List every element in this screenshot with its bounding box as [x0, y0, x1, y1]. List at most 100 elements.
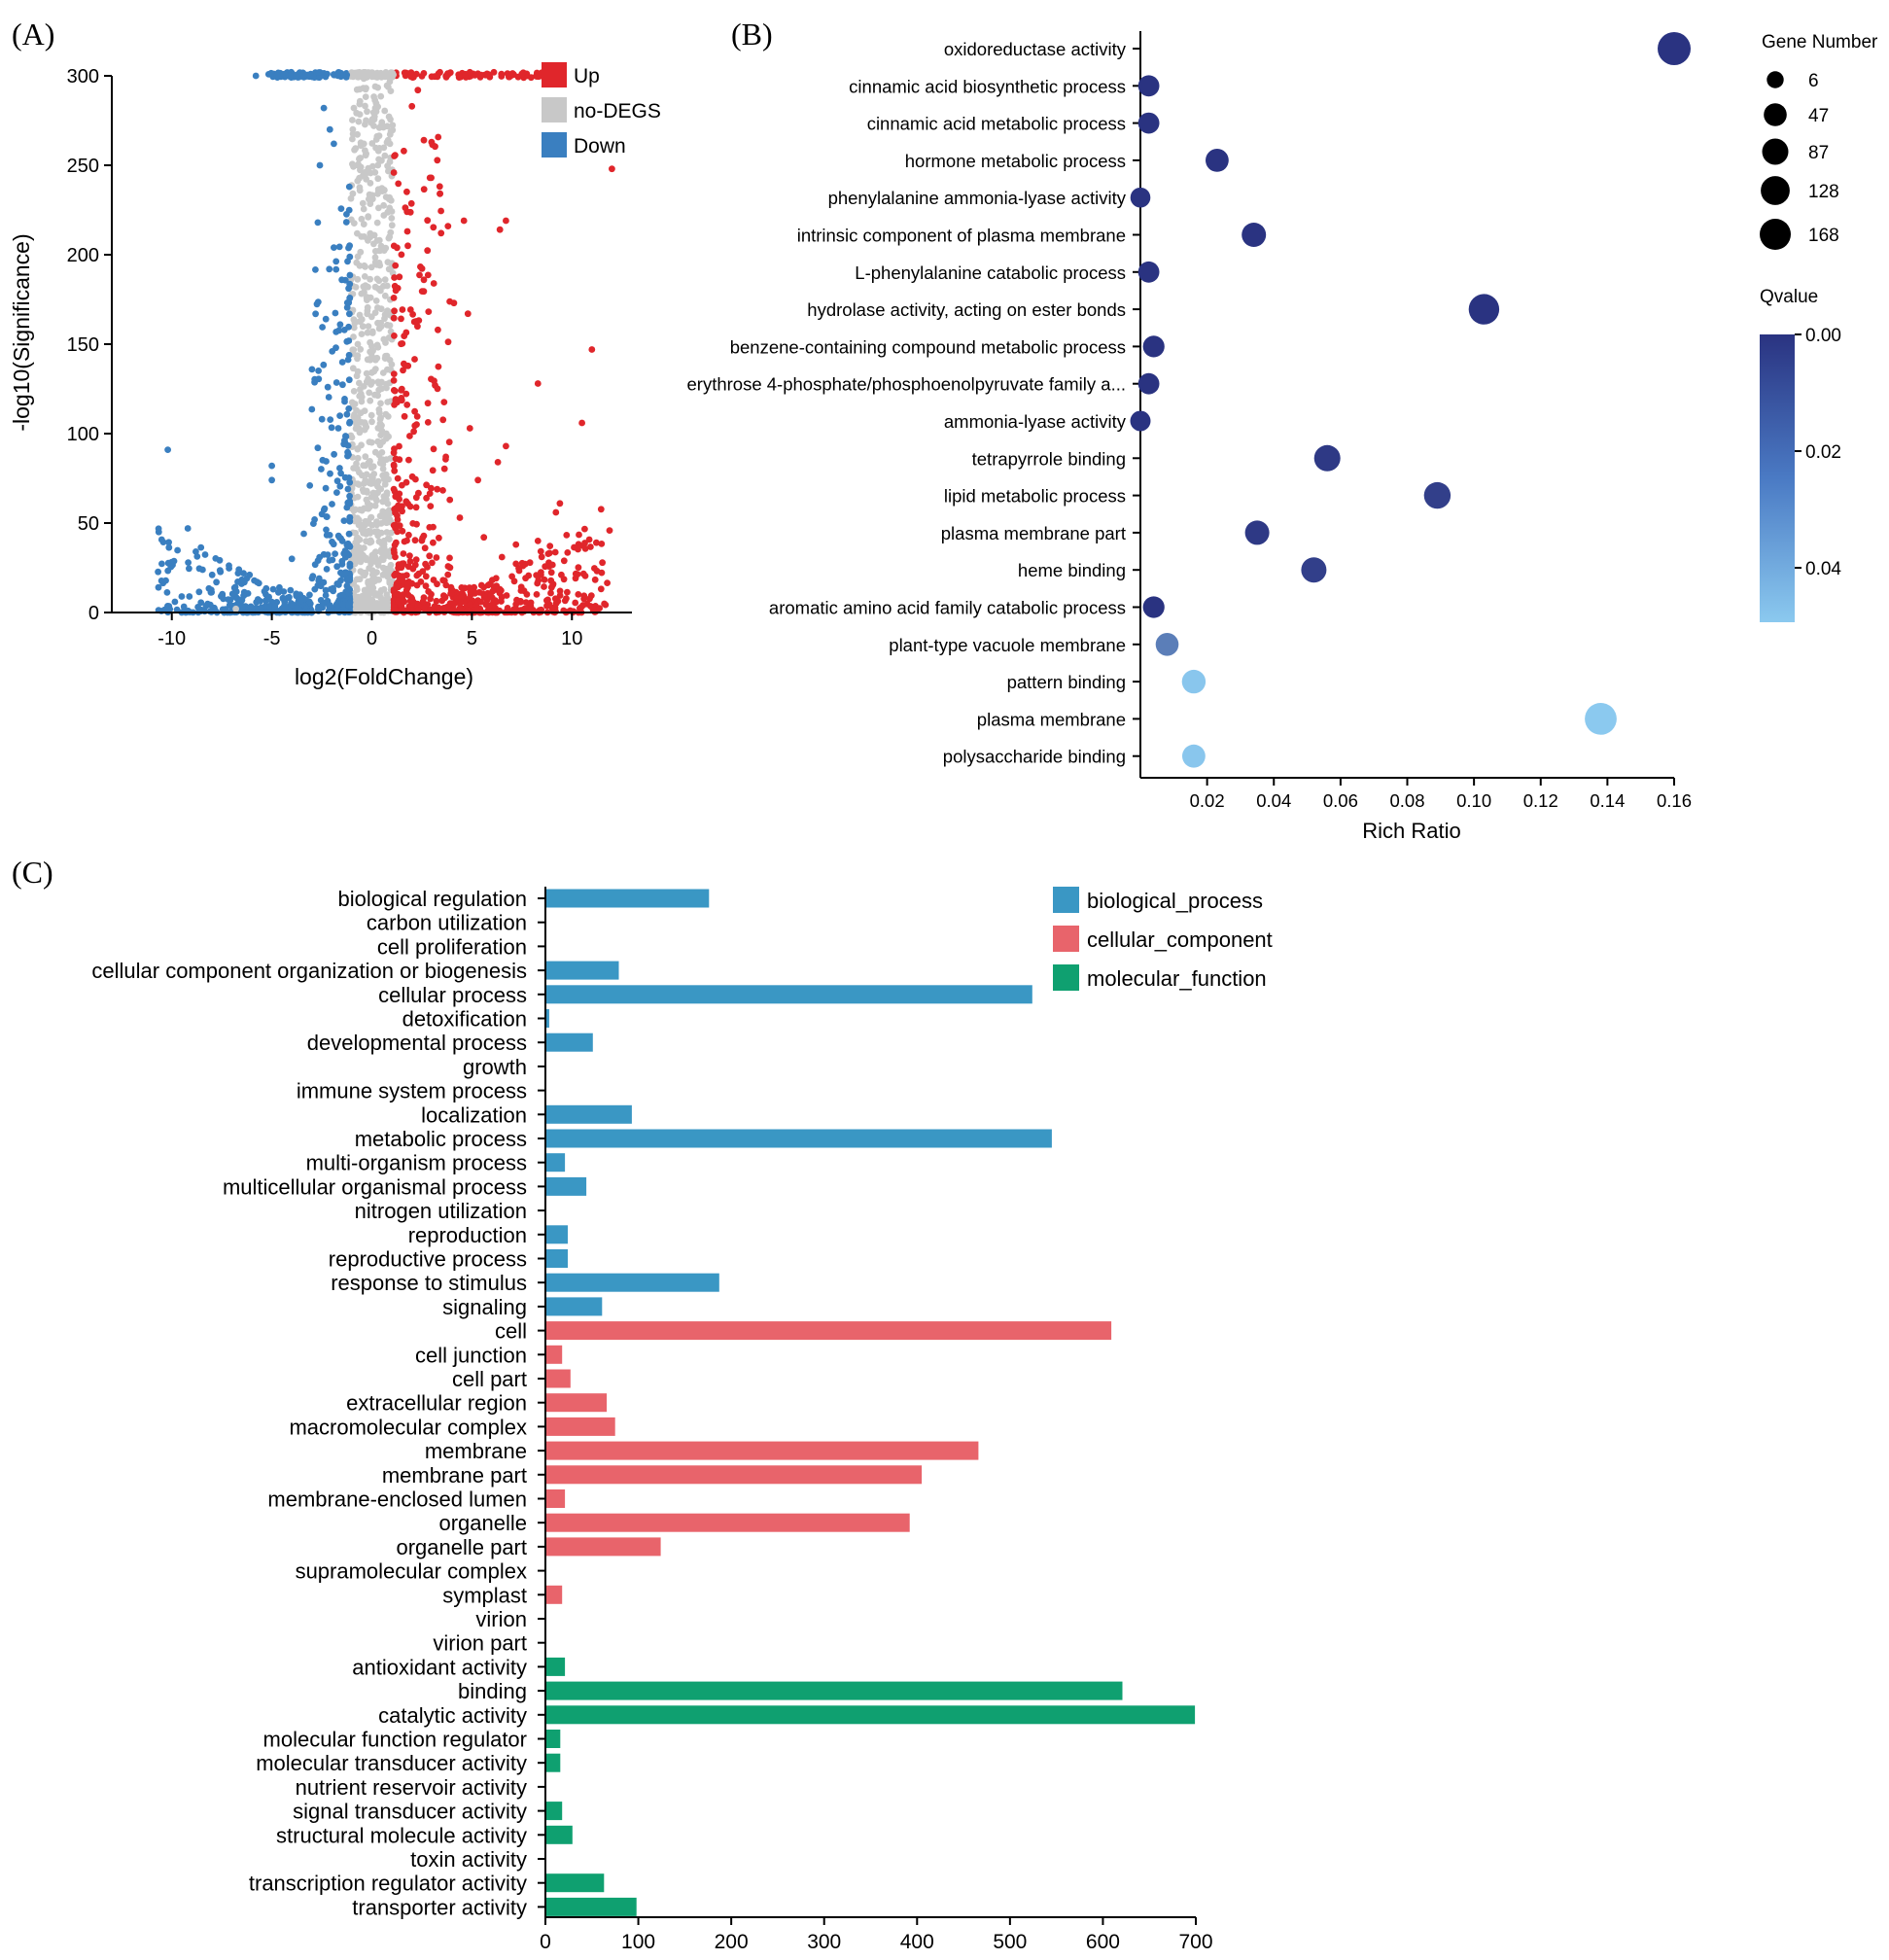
point-no-degs	[375, 325, 383, 332]
point-no-degs	[367, 229, 374, 237]
bubble	[1182, 744, 1206, 768]
point-down	[324, 551, 332, 558]
category-label: plasma membrane	[977, 709, 1126, 729]
size-legend-label: 87	[1808, 143, 1829, 163]
point-down	[311, 561, 319, 569]
point-down	[180, 603, 188, 611]
point-up	[572, 575, 579, 582]
bubble	[1242, 223, 1267, 247]
point-up	[428, 73, 436, 81]
point-up	[492, 597, 499, 605]
point-up	[541, 583, 547, 590]
point-no-degs	[352, 69, 360, 77]
point-up	[430, 445, 437, 453]
point-no-degs	[377, 400, 384, 407]
point-up	[514, 73, 522, 81]
point-no-degs	[362, 600, 369, 607]
point-up	[427, 606, 435, 613]
category-label: binding	[458, 1679, 527, 1703]
point-up	[472, 602, 480, 609]
point-up	[402, 390, 410, 398]
point-up	[408, 102, 416, 110]
y-tick-label: 100	[67, 424, 99, 445]
point-up	[533, 591, 541, 598]
point-down	[300, 530, 307, 538]
point-down	[345, 351, 353, 359]
point-down	[235, 566, 243, 574]
point-no-degs	[368, 438, 375, 446]
point-no-degs	[385, 475, 392, 483]
point-no-degs	[373, 341, 381, 349]
point-up	[585, 536, 593, 543]
point-no-degs	[352, 606, 360, 612]
point-down	[346, 418, 354, 426]
bubble-plot: (B) oxidoreductase activity cinnamic acid…	[687, 17, 1878, 843]
point-up	[398, 564, 405, 572]
bubble	[1468, 294, 1500, 325]
point-no-degs	[371, 169, 379, 176]
point-up	[421, 544, 429, 552]
point-up	[477, 71, 485, 79]
point-no-degs	[358, 331, 366, 337]
point-down	[279, 594, 287, 602]
category-label: benzene-containing compound metabolic pr…	[730, 336, 1126, 357]
point-down	[330, 71, 337, 78]
point-up	[554, 598, 562, 605]
point-down	[341, 396, 348, 402]
point-up	[442, 453, 449, 461]
bar	[546, 985, 1032, 1004]
point-no-degs	[373, 557, 381, 565]
size-legend-label: 6	[1808, 71, 1819, 91]
x-tick-label: 200	[715, 1931, 749, 1953]
point-no-degs	[364, 329, 371, 336]
size-legend-label: 47	[1808, 106, 1829, 126]
category-label: membrane	[425, 1439, 527, 1463]
bar	[546, 1705, 1196, 1725]
point-no-degs	[384, 162, 391, 170]
point-up	[390, 377, 398, 384]
point-down	[306, 591, 313, 599]
bubble	[1142, 335, 1165, 358]
point-no-degs	[383, 513, 391, 521]
point-up	[400, 550, 407, 557]
point-no-degs	[384, 307, 391, 315]
point-up	[398, 251, 405, 259]
point-up	[396, 456, 403, 464]
point-no-degs	[354, 130, 361, 138]
point-no-degs	[382, 410, 390, 418]
bar	[546, 1032, 593, 1052]
point-up	[424, 271, 432, 279]
category-labels: oxidoreductase activity cinnamic acid bio…	[687, 39, 1140, 767]
point-no-degs	[378, 385, 385, 393]
point-up	[445, 438, 453, 446]
point-up	[391, 332, 398, 339]
point-no-degs	[363, 496, 370, 504]
point-down	[216, 567, 224, 574]
bars	[546, 889, 1196, 1916]
point-no-degs	[373, 354, 381, 362]
point-up	[437, 68, 443, 76]
point-up	[536, 71, 543, 79]
point-down	[338, 557, 346, 565]
y-tick-label: 50	[78, 513, 99, 535]
point-up	[413, 413, 421, 420]
point-up	[430, 280, 437, 287]
point-up	[411, 356, 418, 363]
point-no-degs	[380, 335, 388, 343]
category-label: virion	[475, 1607, 527, 1631]
point-up	[483, 70, 491, 78]
point-up	[552, 508, 560, 516]
bar	[546, 1897, 637, 1916]
point-down	[276, 583, 283, 591]
point-up	[422, 573, 430, 580]
point-up	[598, 541, 606, 547]
point-up	[390, 295, 398, 301]
point-down	[280, 588, 288, 595]
point-up	[432, 143, 438, 151]
point-up	[456, 514, 464, 521]
point-up	[564, 588, 571, 596]
point-down	[346, 271, 354, 279]
point-up	[412, 556, 420, 563]
point-down	[332, 379, 340, 386]
point-up	[403, 537, 410, 544]
